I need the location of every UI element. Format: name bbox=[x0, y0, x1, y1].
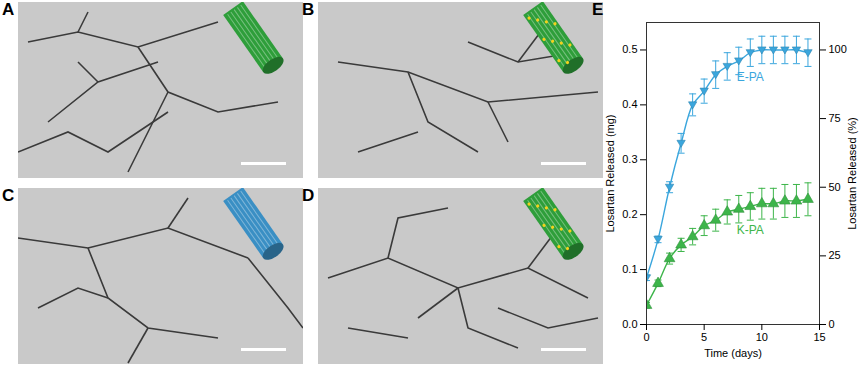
svg-text:0.2: 0.2 bbox=[622, 208, 637, 220]
svg-text:Losartan Released (mg): Losartan Released (mg) bbox=[604, 114, 616, 232]
svg-text:0: 0 bbox=[643, 331, 649, 343]
html-text:B: B bbox=[302, 0, 315, 19]
svg-text:0.0: 0.0 bbox=[622, 318, 637, 330]
svg-text:5: 5 bbox=[701, 331, 707, 343]
svg-text:100: 100 bbox=[829, 43, 847, 55]
svg-text:0.3: 0.3 bbox=[622, 153, 637, 165]
svg-text:E-PA: E-PA bbox=[737, 70, 764, 84]
svg-text:75: 75 bbox=[829, 112, 841, 124]
svg-text:K-PA: K-PA bbox=[737, 223, 764, 237]
svg-text:15: 15 bbox=[813, 331, 825, 343]
svg-text:25: 25 bbox=[829, 249, 841, 261]
svg-text:10: 10 bbox=[756, 331, 768, 343]
html-text:E: E bbox=[592, 0, 604, 19]
svg-text:0: 0 bbox=[829, 318, 835, 330]
svg-text:0.1: 0.1 bbox=[622, 263, 637, 275]
svg-text:0.5: 0.5 bbox=[622, 43, 637, 55]
html-text:A: A bbox=[2, 0, 15, 19]
svg-text:50: 50 bbox=[829, 181, 841, 193]
html-text:C: C bbox=[2, 186, 15, 205]
svg-text:0.4: 0.4 bbox=[622, 98, 637, 110]
svg-text:Time (days): Time (days) bbox=[704, 347, 762, 359]
html-text:D: D bbox=[302, 186, 315, 205]
svg-text:Losartan Released (%): Losartan Released (%) bbox=[846, 117, 858, 230]
